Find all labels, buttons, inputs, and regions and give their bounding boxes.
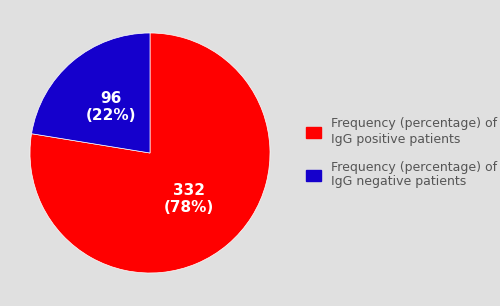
Text: 332
(78%): 332 (78%) [164, 182, 214, 215]
Legend: Frequency (percentage) of
IgG positive patients, Frequency (percentage) of
IgG n: Frequency (percentage) of IgG positive p… [306, 118, 498, 188]
Wedge shape [32, 33, 150, 153]
Wedge shape [30, 33, 270, 273]
Text: 96
(22%): 96 (22%) [86, 91, 136, 124]
